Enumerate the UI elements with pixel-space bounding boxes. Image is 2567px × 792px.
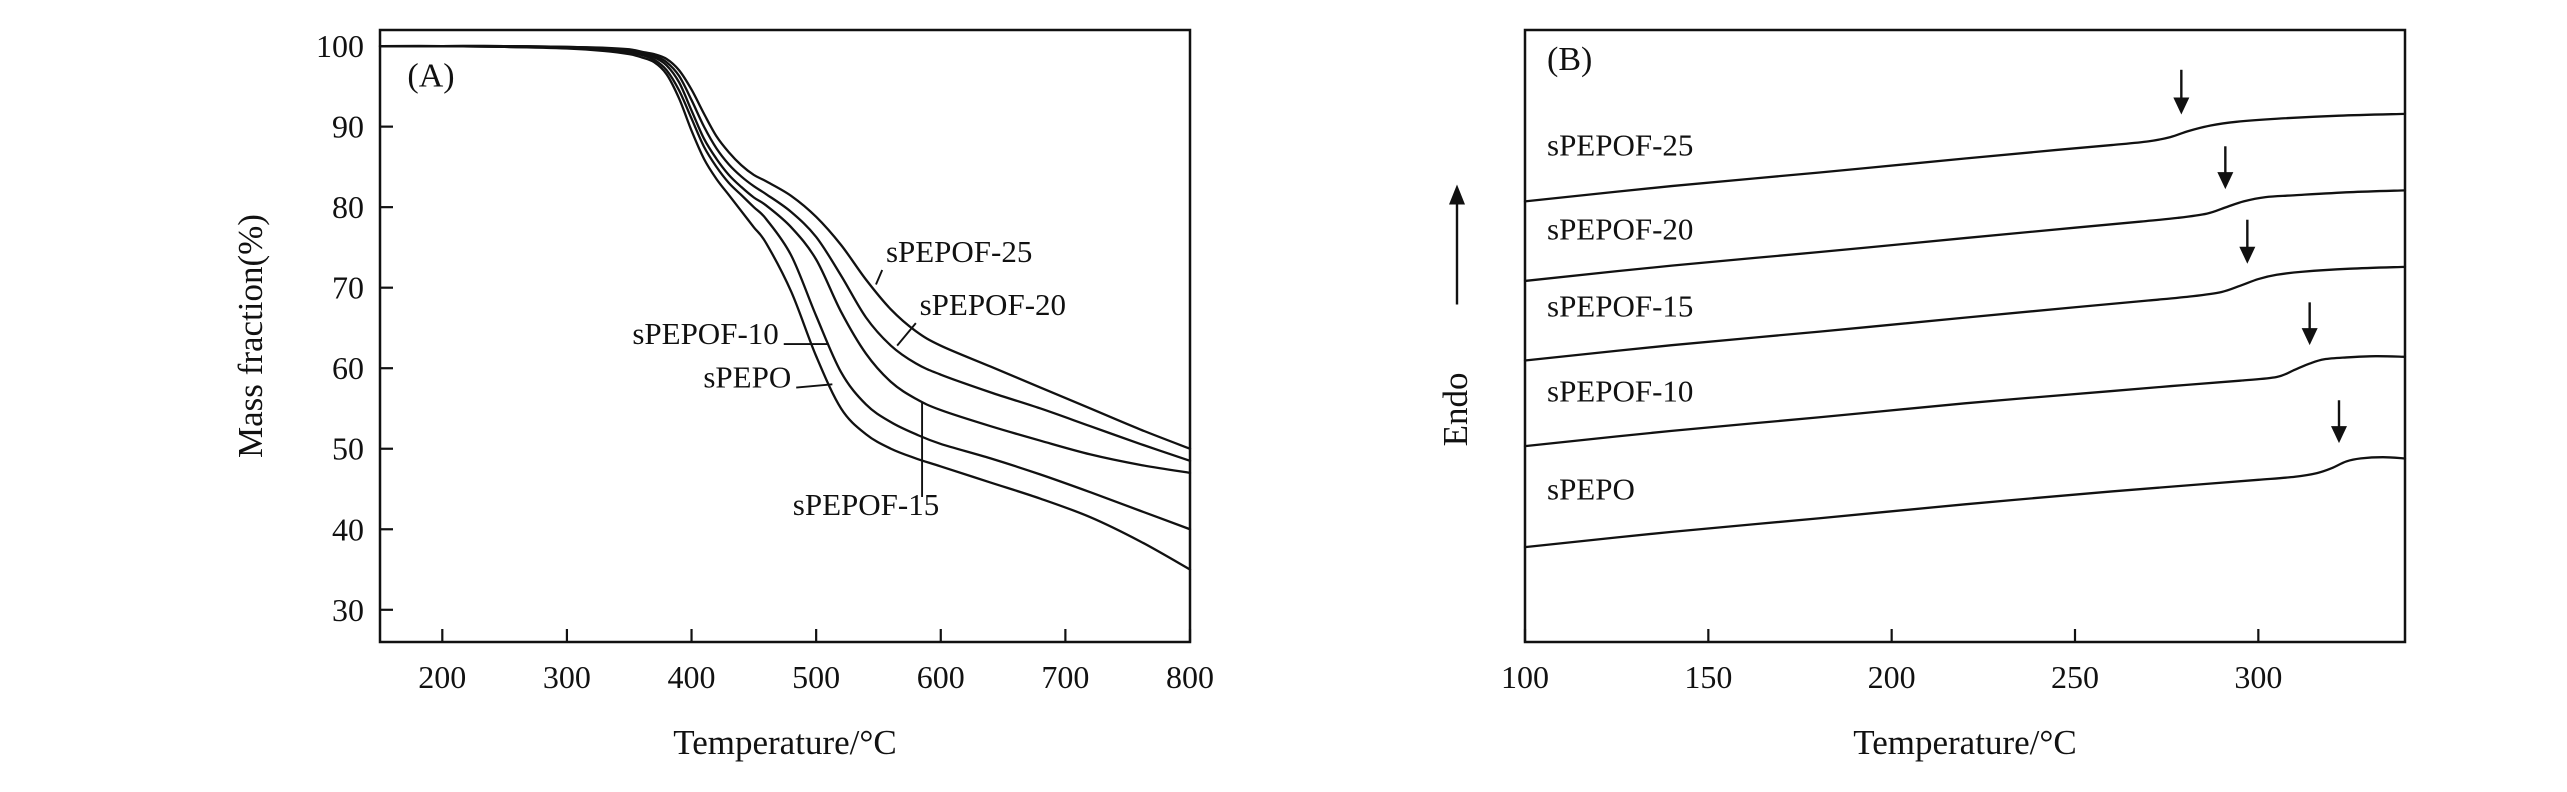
curve-label-sPEPOF-20: sPEPOF-20 [1547, 211, 1693, 246]
y-axis-tick-label: 80 [332, 189, 364, 225]
panel-b: 100 150 200 250 300 Temperature/°C Endo (B) sPEP… [1436, 28, 2407, 762]
curve-label-sPEPO: sPEPO [1547, 471, 1635, 506]
y-axis-title: Endo [1436, 372, 1475, 446]
endo-arrow-head [1449, 184, 1465, 205]
annotation-leader-sPEPO [796, 383, 833, 389]
curve-label-sPEPOF-25: sPEPOF-25 [1547, 127, 1693, 162]
y-axis-tick-label: 100 [316, 28, 364, 64]
curve-sPEPOF-10 [1523, 355, 2407, 448]
panel-label: (A) [407, 57, 454, 94]
x-axis-tick-label: 100 [1501, 659, 1549, 695]
transition-arrow-head-sPEPOF-15 [2239, 246, 2256, 264]
curve-sPEPOF-10 [378, 44, 1192, 531]
plot-box [378, 28, 1192, 644]
curve-sPEPOF-15 [1523, 265, 2407, 362]
y-axis-tick-label: 40 [332, 511, 364, 547]
y-axis-tick-label: 70 [332, 270, 364, 306]
curve-sPEPOF-20 [1523, 189, 2407, 283]
y-axis-tick-label: 90 [332, 109, 364, 145]
transition-arrow-head-sPEPOF-25 [2173, 97, 2190, 115]
x-axis-tick-label: 200 [418, 659, 466, 695]
x-axis-tick-label: 400 [668, 659, 716, 695]
x-axis-tick-label: 600 [917, 659, 965, 695]
annotation-leader-sPEPOF-20 [896, 322, 917, 347]
y-axis-tick-label: 60 [332, 350, 364, 386]
x-axis-title: Temperature/°C [1853, 723, 2076, 762]
y-axis-title: Mass fraction(%) [231, 214, 270, 458]
x-axis-tick-label: 250 [2051, 659, 2099, 695]
x-axis-title: Temperature/°C [673, 723, 896, 762]
x-axis-tick-label: 500 [792, 659, 840, 695]
transition-arrow-head-sPEPOF-10 [2301, 328, 2318, 346]
panel-a: 200 300 400 500 600 700 800 30 40 50 60 70 80 90 100 Te… [231, 28, 1214, 762]
annotation-label-sPEPOF-15: sPEPOF-15 [793, 487, 939, 522]
transition-arrow-head-sPEPOF-20 [2217, 172, 2234, 190]
x-axis-tick-label: 300 [2234, 659, 2282, 695]
annotation-label-sPEPOF-10: sPEPOF-10 [632, 316, 778, 351]
curve-label-sPEPOF-10: sPEPOF-10 [1547, 373, 1693, 408]
transition-arrow-head-sPEPO [2331, 426, 2347, 444]
curve-sPEPOF-25 [1523, 112, 2407, 203]
curve-sPEPO [1523, 456, 2407, 549]
plot-box [1523, 28, 2407, 644]
annotation-label-sPEPO: sPEPO [703, 360, 791, 395]
annotation-label-sPEPOF-20: sPEPOF-20 [920, 287, 1066, 322]
curve-sPEPO [378, 44, 1192, 571]
annotation-leader-sPEPOF-25 [875, 269, 884, 285]
y-axis-tick-label: 50 [332, 431, 364, 467]
x-axis-tick-label: 300 [543, 659, 591, 695]
x-axis-tick-label: 200 [1868, 659, 1916, 695]
y-axis-tick-label: 30 [332, 592, 364, 628]
panel-label: (B) [1547, 41, 1592, 78]
x-axis-tick-label: 150 [1684, 659, 1732, 695]
x-axis-tick-label: 800 [1166, 659, 1214, 695]
annotation-label-sPEPOF-25: sPEPOF-25 [886, 234, 1032, 269]
curve-label-sPEPOF-15: sPEPOF-15 [1547, 288, 1693, 323]
x-axis-tick-label: 700 [1041, 659, 1089, 695]
curve-sPEPOF-15 [378, 44, 1192, 475]
curve-sPEPOF-20 [378, 44, 1192, 462]
curve-sPEPOF-25 [378, 44, 1192, 450]
